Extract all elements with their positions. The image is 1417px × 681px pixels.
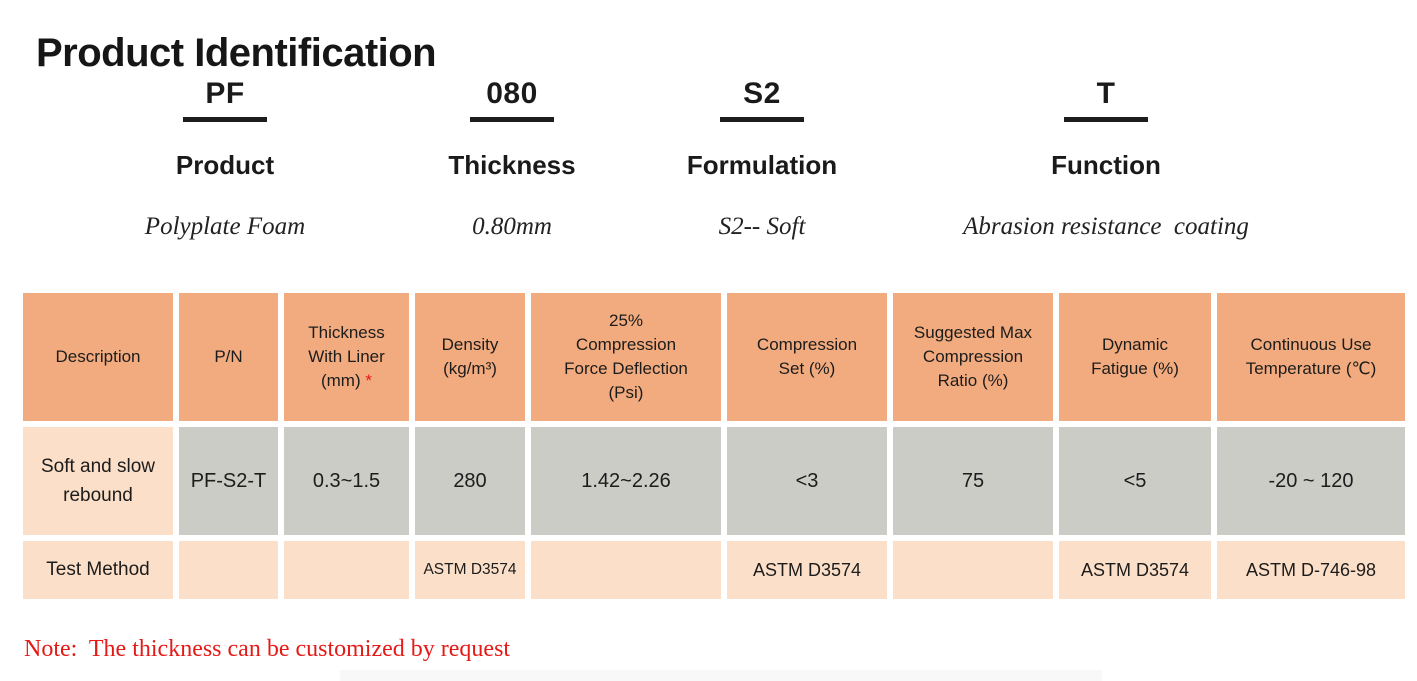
cell-test-pn bbox=[179, 541, 278, 599]
code-value: PF bbox=[205, 77, 245, 110]
code-value: T bbox=[1096, 77, 1116, 110]
header-description: Description bbox=[23, 293, 173, 421]
row-label-test-method: Test Method bbox=[23, 541, 173, 599]
row-label-description: Soft and slow rebound bbox=[23, 427, 173, 535]
cell-part-number: PF-S2-T bbox=[179, 427, 278, 535]
cell-compression-force-deflection: 1.42~2.26 bbox=[531, 427, 721, 535]
code-label: Product bbox=[175, 150, 275, 180]
table-header-row: Description P/N Thickness With Liner (mm… bbox=[23, 293, 1405, 421]
cell-max-compression-ratio: 75 bbox=[893, 427, 1053, 535]
header-text: Density (kg/m³) bbox=[441, 335, 499, 378]
next-section-edge bbox=[340, 670, 1102, 681]
header-max-compression-ratio: Suggested Max Compression Ratio (%) bbox=[893, 293, 1053, 421]
code-underline bbox=[470, 117, 554, 122]
code-item-product: PF Product Polyplate Foam bbox=[75, 76, 375, 242]
header-compression-force-deflection: 25% Compression Force Deflection (Psi) bbox=[531, 293, 721, 421]
code-meaning: S2-- Soft bbox=[718, 213, 806, 240]
header-text: Continuous Use Temperature (℃) bbox=[1245, 335, 1377, 378]
code-meaning: Abrasion resistance coating bbox=[963, 213, 1249, 240]
cell-density: 280 bbox=[415, 427, 525, 535]
header-continuous-use-temperature: Continuous Use Temperature (℃) bbox=[1217, 293, 1405, 421]
cell-dynamic-fatigue: <5 bbox=[1059, 427, 1211, 535]
required-asterisk: * bbox=[365, 371, 372, 390]
header-text: 25% Compression Force Deflection (Psi) bbox=[564, 311, 688, 402]
cell-test-compression-set: ASTM D3574 bbox=[727, 541, 887, 599]
cell-continuous-use-temperature: -20 ~ 120 bbox=[1217, 427, 1405, 535]
cell-test-cfd bbox=[531, 541, 721, 599]
cell-test-temperature: ASTM D-746-98 bbox=[1217, 541, 1405, 599]
header-text: Description bbox=[55, 347, 141, 366]
spec-table: Description P/N Thickness With Liner (mm… bbox=[17, 287, 1411, 605]
header-text: Compression Set (%) bbox=[756, 335, 858, 378]
code-item-formulation: S2 Formulation S2-- Soft bbox=[612, 76, 912, 242]
code-underline bbox=[720, 117, 804, 122]
test-method-row: Test Method ASTM D3574 ASTM D3574 ASTM D… bbox=[23, 541, 1405, 599]
cell-test-max-ratio bbox=[893, 541, 1053, 599]
code-value: 080 bbox=[486, 77, 538, 110]
code-label: Formulation bbox=[686, 150, 838, 180]
header-compression-set: Compression Set (%) bbox=[727, 293, 887, 421]
header-thickness-with-liner: Thickness With Liner (mm) * bbox=[284, 293, 409, 421]
product-data-row: Soft and slow rebound PF-S2-T 0.3~1.5 28… bbox=[23, 427, 1405, 535]
header-part-number: P/N bbox=[179, 293, 278, 421]
header-text: Thickness With Liner (mm) bbox=[308, 323, 385, 390]
header-density: Density (kg/m³) bbox=[415, 293, 525, 421]
cell-thickness: 0.3~1.5 bbox=[284, 427, 409, 535]
header-text: Suggested Max Compression Ratio (%) bbox=[913, 323, 1033, 390]
code-label: Thickness bbox=[448, 150, 576, 180]
code-item-thickness: 080 Thickness 0.80mm bbox=[362, 76, 662, 242]
code-label: Function bbox=[1051, 150, 1161, 180]
header-dynamic-fatigue: Dynamic Fatigue (%) bbox=[1059, 293, 1211, 421]
page-title: Product Identification bbox=[36, 30, 437, 75]
header-text: P/N bbox=[214, 347, 243, 366]
customization-note: Note: The thickness can be customized by… bbox=[24, 636, 511, 662]
code-meaning: Polyplate Foam bbox=[144, 213, 306, 240]
code-value: S2 bbox=[743, 77, 781, 110]
code-underline bbox=[183, 117, 267, 122]
cell-test-thickness bbox=[284, 541, 409, 599]
cell-test-dynamic-fatigue: ASTM D3574 bbox=[1059, 541, 1211, 599]
code-item-function: T Function Abrasion resistance coating bbox=[906, 76, 1306, 242]
code-meaning: 0.80mm bbox=[472, 213, 552, 240]
code-underline bbox=[1064, 117, 1148, 122]
cell-compression-set: <3 bbox=[727, 427, 887, 535]
header-text: Dynamic Fatigue (%) bbox=[1091, 335, 1179, 378]
cell-test-density: ASTM D3574 bbox=[415, 541, 525, 599]
